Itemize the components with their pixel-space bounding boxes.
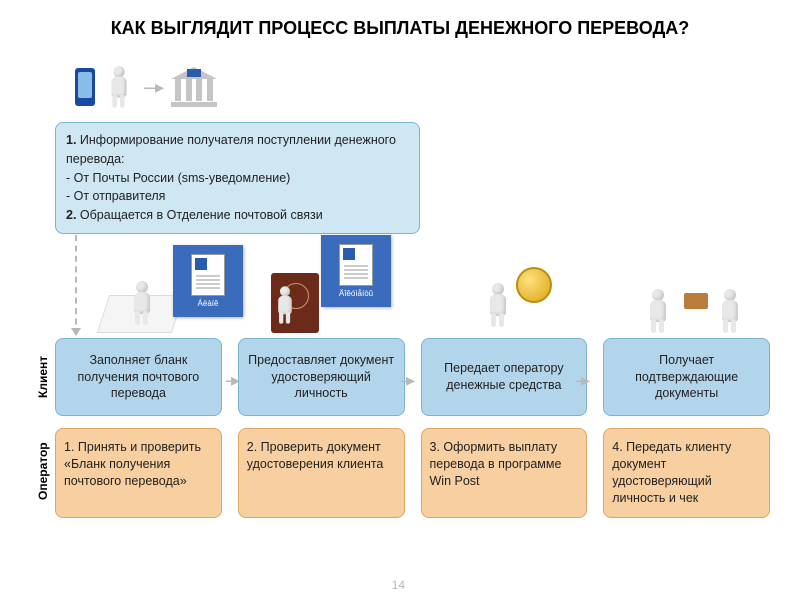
info-num-2: 2. <box>66 208 76 222</box>
doc-badge-2: Äîêóìåíòû <box>321 235 391 307</box>
person-icon <box>484 283 512 327</box>
operator-step-4: 4. Передать клиенту документ удостоверяю… <box>603 428 770 518</box>
illus-cell-3 <box>444 245 597 333</box>
briefcase-icon <box>684 293 708 309</box>
bank-icon <box>171 67 217 107</box>
top-icon-row: ----▸ <box>75 65 217 109</box>
handoff-icon <box>644 273 744 333</box>
doc-badge-1: Áëàíê <box>173 245 243 317</box>
illus-cell-1: Áëàíê <box>98 245 251 333</box>
client-steps-row: Заполняет бланк получения почтового пере… <box>55 338 770 416</box>
info-line-1: Информирование получателя поступлении де… <box>66 133 396 166</box>
operator-row-label: Оператор <box>36 442 50 500</box>
operator-step-2: 2. Проверить документ удостоверения клие… <box>238 428 405 518</box>
info-bullet-1: - От Почты России (sms-уведомление) <box>66 169 409 188</box>
client-step-4: Получает подтверждающие документы <box>603 338 770 416</box>
phone-icon <box>75 68 95 106</box>
page-title: КАК ВЫГЛЯДИТ ПРОЦЕСС ВЫПЛАТЫ ДЕНЕЖНОГО П… <box>0 0 800 49</box>
flow-arrow-icon: --▸ <box>575 370 587 391</box>
client-step-2: Предоставляет документ удостоверяющий ли… <box>238 338 405 416</box>
info-box: 1. Информирование получателя поступлении… <box>55 122 420 234</box>
operator-step-1: 1. Принять и проверить «Бланк получения … <box>55 428 222 518</box>
flow-arrow-icon: --▸ <box>225 370 237 391</box>
person-icon <box>128 281 156 325</box>
info-line-2: Обращается в Отделение почтовой связи <box>76 208 322 222</box>
flow-arrow-icon: --▸ <box>400 370 412 391</box>
coin-icon <box>516 267 552 303</box>
page-number: 14 <box>392 578 405 592</box>
person-icon <box>716 289 744 333</box>
illus-cell-4 <box>617 245 770 333</box>
person-icon <box>106 66 133 108</box>
info-bullet-2: - От отправителя <box>66 187 409 206</box>
illustration-row: Áëàíê Äîêóìåíòû <box>98 245 770 333</box>
person-icon <box>273 286 297 323</box>
client-row-label: Клиент <box>36 356 50 398</box>
client-step-3: Передает оператору денежные средства <box>421 338 588 416</box>
dashed-arrow-icon: ----▸ <box>143 77 161 98</box>
doc-badge-2-label: Äîêóìåíòû <box>339 289 373 298</box>
operator-steps-row: 1. Принять и проверить «Бланк получения … <box>55 428 770 518</box>
info-num-1: 1. <box>66 133 76 147</box>
person-icon <box>644 289 672 333</box>
operator-step-3: 3. Оформить выплату перевода в программе… <box>421 428 588 518</box>
doc-badge-1-label: Áëàíê <box>198 299 219 308</box>
client-step-1: Заполняет бланк получения почтового пере… <box>55 338 222 416</box>
illus-cell-2: Äîêóìåíòû <box>271 245 424 333</box>
down-arrow-icon <box>75 235 77 335</box>
